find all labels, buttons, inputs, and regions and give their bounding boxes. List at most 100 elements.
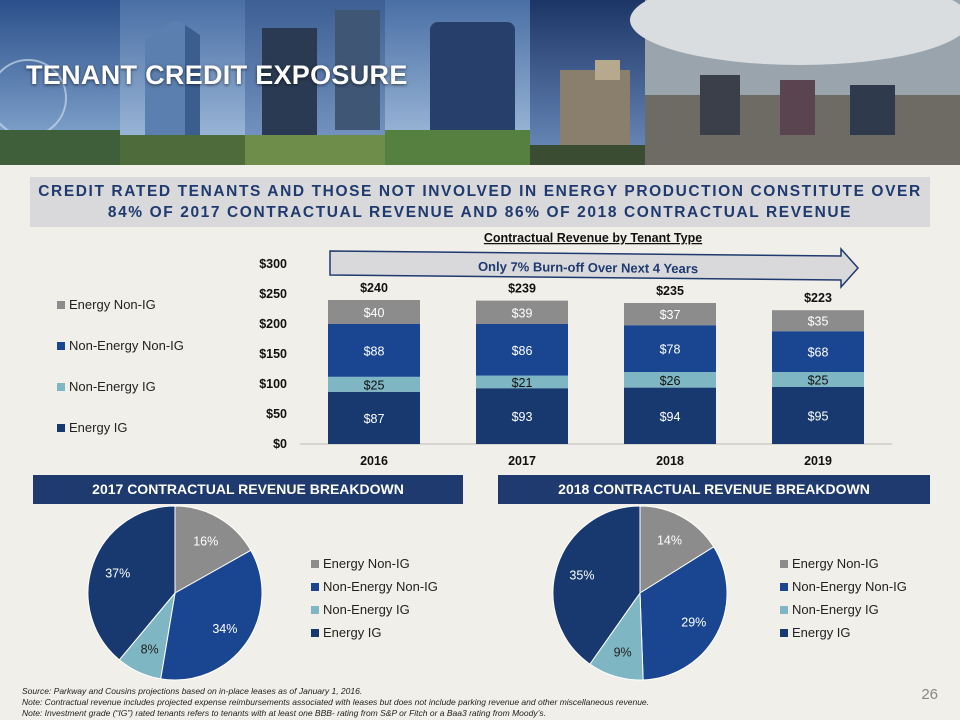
page-title: TENANT CREDIT EXPOSURE [26, 60, 408, 90]
bar-chart-title: Contractual Revenue by Tenant Type [484, 231, 702, 245]
bar-segment [624, 372, 716, 388]
x-tick-label: 2018 [656, 454, 684, 468]
legend-swatch [311, 582, 319, 591]
x-tick-label: 2017 [508, 454, 536, 468]
section-header-2017: 2017 CONTRACTUAL REVENUE BREAKDOWN [33, 475, 463, 504]
bar-value-label: $39 [512, 306, 533, 320]
bar-value-label: $21 [512, 376, 533, 390]
legend-label: Non-Energy IG [69, 379, 156, 394]
legend-item: Non-Energy Non-IG [57, 325, 184, 366]
legend-item: Non-Energy IG [311, 598, 438, 621]
y-tick-label: $200 [259, 317, 287, 331]
burn-off-annotation: Only 7% Burn-off Over Next 4 Years [478, 259, 698, 276]
bar-segment [476, 388, 568, 444]
legend-swatch [311, 559, 319, 568]
legend-label: Non-Energy Non-IG [323, 579, 438, 594]
pie-slice-label: 8% [141, 642, 159, 656]
legend-swatch [57, 300, 65, 309]
y-tick-label: $150 [259, 347, 287, 361]
legend-swatch [780, 582, 788, 591]
bar-segment [328, 300, 420, 324]
bar-segment [328, 391, 420, 444]
legend-swatch [57, 341, 65, 350]
pie-slice [87, 505, 176, 661]
bar-segment [772, 310, 864, 332]
legend-item: Non-Energy IG [57, 366, 184, 407]
x-tick-label: 2019 [804, 454, 832, 468]
legend-swatch [780, 628, 788, 637]
legend-swatch [780, 605, 788, 614]
bar-chart-legend: Energy Non-IG Non-Energy Non-IG Non-Energy… [57, 284, 184, 448]
legend-label: Energy Non-IG [792, 556, 879, 571]
page-number: 26 [921, 686, 938, 703]
legend-item: Non-Energy Non-IG [311, 575, 438, 598]
legend-item: Non-Energy Non-IG [780, 575, 907, 598]
legend-item: Energy Non-IG [780, 552, 907, 575]
bar-segment [624, 325, 716, 372]
bar-value-label: $26 [660, 374, 681, 388]
building-photos-collage [0, 0, 960, 165]
bar-value-label: $87 [364, 412, 385, 426]
legend-item: Energy IG [780, 621, 907, 644]
bar-total-label: $239 [508, 282, 536, 296]
contractual-revenue-bar-chart: Contractual Revenue by Tenant Type Only … [259, 231, 892, 468]
bar-value-label: $37 [660, 308, 681, 322]
header-banner: TENANT CREDIT EXPOSURE [0, 0, 960, 165]
pie-slice-label: 9% [614, 645, 632, 659]
legend-label: Energy IG [792, 625, 851, 640]
pie-slice [639, 505, 715, 594]
y-tick-label: $250 [259, 287, 287, 301]
bar-value-label: $88 [364, 344, 385, 358]
legend-item: Energy Non-IG [57, 284, 184, 325]
bar-segment [476, 324, 568, 376]
pie-slice-label: 34% [212, 622, 237, 636]
bar-total-label: $235 [656, 284, 684, 298]
bar-value-label: $94 [660, 410, 681, 424]
section-header-2018: 2018 CONTRACTUAL REVENUE BREAKDOWN [498, 475, 930, 504]
footnote-note-1: Note: Contractual revenue includes proje… [22, 697, 650, 707]
y-tick-label: $0 [273, 437, 287, 451]
pie-slice [160, 549, 263, 681]
pie-slice-label: 35% [569, 569, 594, 583]
footnote-source: Source: Parkway and Cousins projections … [22, 686, 363, 696]
pie-chart-2017: 16% 34% 8% 37% [87, 505, 263, 681]
legend-label: Non-Energy Non-IG [69, 338, 184, 353]
bar-segment [328, 376, 420, 392]
bar-value-label: $93 [512, 410, 533, 424]
headline-line-2: 84% OF 2017 CONTRACTUAL REVENUE AND 86% … [107, 204, 853, 221]
pie-legend-2018: Energy Non-IG Non-Energy Non-IG Non-Energy… [780, 552, 907, 644]
pie-slice [552, 505, 641, 665]
bar-value-label: $35 [808, 315, 829, 329]
bar-value-label: $40 [364, 306, 385, 320]
legend-swatch [311, 605, 319, 614]
legend-swatch [780, 559, 788, 568]
pie-slice [639, 546, 728, 681]
legend-swatch [57, 382, 65, 391]
bar-segment [328, 324, 420, 377]
legend-label: Energy Non-IG [69, 297, 156, 312]
bar-total-label: $240 [360, 281, 388, 295]
pie-slice [174, 505, 252, 594]
y-tick-label: $50 [266, 407, 287, 421]
legend-item: Non-Energy IG [780, 598, 907, 621]
bar-segment [624, 303, 716, 326]
bar-value-label: $78 [660, 343, 681, 357]
bar-total-label: $223 [804, 291, 832, 305]
legend-label: Non-Energy Non-IG [792, 579, 907, 594]
bar-segment [772, 331, 864, 372]
bar-segment [476, 375, 568, 389]
bar-segment [476, 300, 568, 324]
legend-item: Energy IG [311, 621, 438, 644]
bar-value-label: $86 [512, 344, 533, 358]
legend-label: Energy IG [69, 420, 128, 435]
y-tick-label: $100 [259, 377, 287, 391]
headline-banner: CREDIT RATED TENANTS AND THOSE NOT INVOL… [30, 177, 930, 227]
pie-slice-label: 14% [657, 534, 682, 548]
legend-item: Energy IG [57, 407, 184, 448]
bar-segment [624, 387, 716, 444]
legend-swatch [311, 628, 319, 637]
burn-off-arrow: Only 7% Burn-off Over Next 4 Years [329, 247, 860, 289]
bar-value-label: $25 [364, 378, 385, 392]
legend-item: Energy Non-IG [311, 552, 438, 575]
headline-line-1: CREDIT RATED TENANTS AND THOSE NOT INVOL… [38, 183, 922, 200]
